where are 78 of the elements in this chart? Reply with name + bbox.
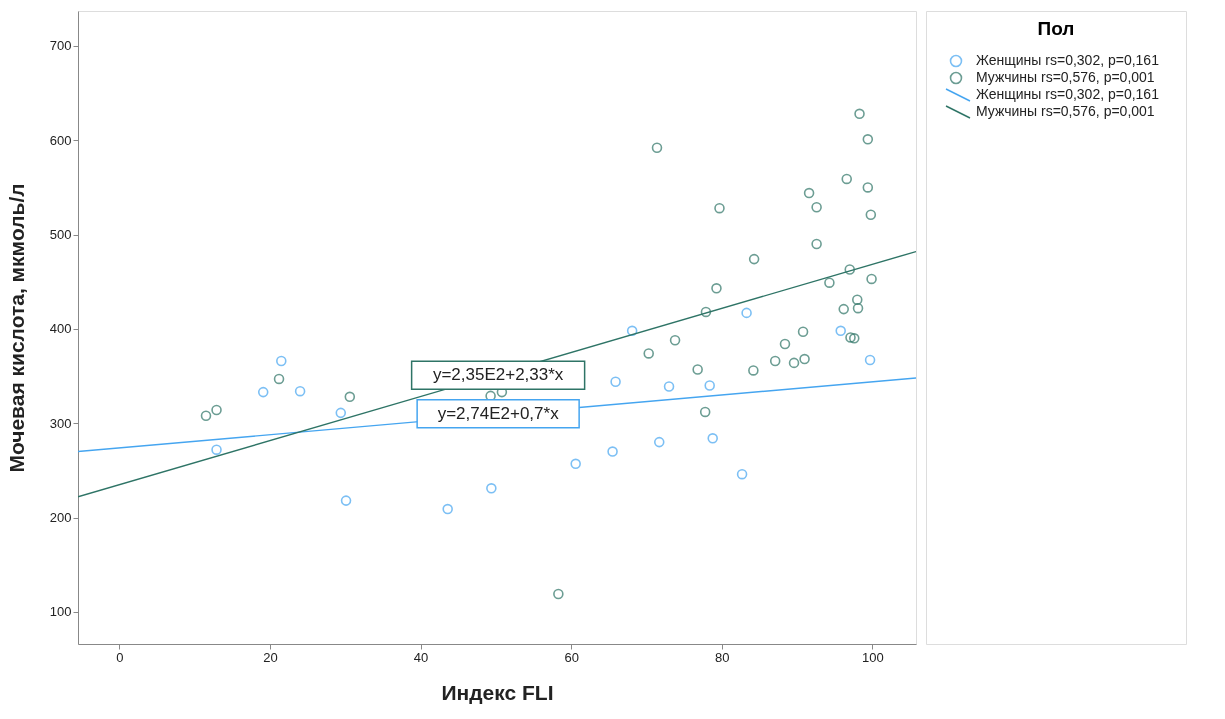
x-tick-label: 40 <box>413 649 429 665</box>
x-tick-label: 20 <box>263 649 278 665</box>
point <box>273 373 285 385</box>
y-tick-label: 100 <box>49 604 72 620</box>
point <box>848 333 860 344</box>
point <box>643 348 654 359</box>
x-axis-title: Индекс FLI <box>441 680 554 704</box>
point <box>748 253 760 265</box>
point <box>841 173 852 185</box>
legend-label: Мужчины rs=0,576, p=0,001 <box>976 103 1155 119</box>
point <box>838 303 849 315</box>
point <box>276 355 287 367</box>
point <box>852 302 864 314</box>
point <box>553 588 564 600</box>
point <box>799 353 810 365</box>
y-tick-label: 200 <box>49 510 72 526</box>
point <box>211 444 222 455</box>
point <box>663 381 675 392</box>
point <box>570 458 581 470</box>
legend-label: Мужчины rs=0,576, p=0,001 <box>976 69 1155 85</box>
point <box>866 273 877 285</box>
point <box>741 307 752 319</box>
point <box>692 364 703 375</box>
point <box>610 376 621 388</box>
point <box>699 406 711 418</box>
x-tick-label: 100 <box>861 649 884 665</box>
y-tick-label: 300 <box>49 415 72 431</box>
point <box>854 108 865 120</box>
point <box>736 468 748 480</box>
point <box>748 365 759 376</box>
point <box>845 332 856 343</box>
point <box>211 404 222 416</box>
annotation: y=2,35E2+2,33*x <box>432 365 564 385</box>
point <box>788 357 800 369</box>
point <box>257 386 269 398</box>
point <box>852 294 863 305</box>
point <box>707 433 718 444</box>
point <box>486 483 497 494</box>
point <box>294 385 306 397</box>
point <box>340 495 352 506</box>
point <box>811 238 822 250</box>
point <box>653 436 665 448</box>
point <box>769 355 781 367</box>
point <box>865 209 877 221</box>
point <box>651 142 663 154</box>
point <box>797 326 809 338</box>
point <box>335 407 347 419</box>
point <box>700 306 712 318</box>
y-tick-label: 500 <box>49 227 72 243</box>
point <box>835 325 846 337</box>
point <box>803 187 815 199</box>
point <box>607 446 618 457</box>
point <box>669 334 681 346</box>
point <box>862 134 874 145</box>
point <box>864 354 876 366</box>
point <box>714 202 725 214</box>
y-axis-title: Мочевая кислота, мкмоль/л <box>4 183 28 473</box>
point <box>704 380 715 391</box>
point <box>344 391 356 403</box>
y-tick-label: 600 <box>49 132 72 148</box>
legend-label: Женщины rs=0,302, p=0,161 <box>976 52 1160 68</box>
point <box>844 264 856 275</box>
point <box>811 201 822 213</box>
point <box>442 503 453 515</box>
x-tick-label: 80 <box>715 649 730 665</box>
point <box>862 182 874 193</box>
x-tick-label: 60 <box>564 649 579 665</box>
annotation: y=2,74E2+0,7*x <box>437 403 560 423</box>
x-tick-label: 0 <box>116 649 124 665</box>
point <box>626 325 638 337</box>
y-tick-label: 700 <box>49 38 72 54</box>
legend-label: Женщины rs=0,302, p=0,161 <box>976 86 1160 102</box>
legend-title: Пол <box>1037 18 1075 39</box>
point <box>779 338 791 350</box>
point <box>200 410 212 421</box>
y-tick-label: 400 <box>49 321 72 337</box>
point <box>711 283 722 294</box>
point <box>824 277 835 288</box>
